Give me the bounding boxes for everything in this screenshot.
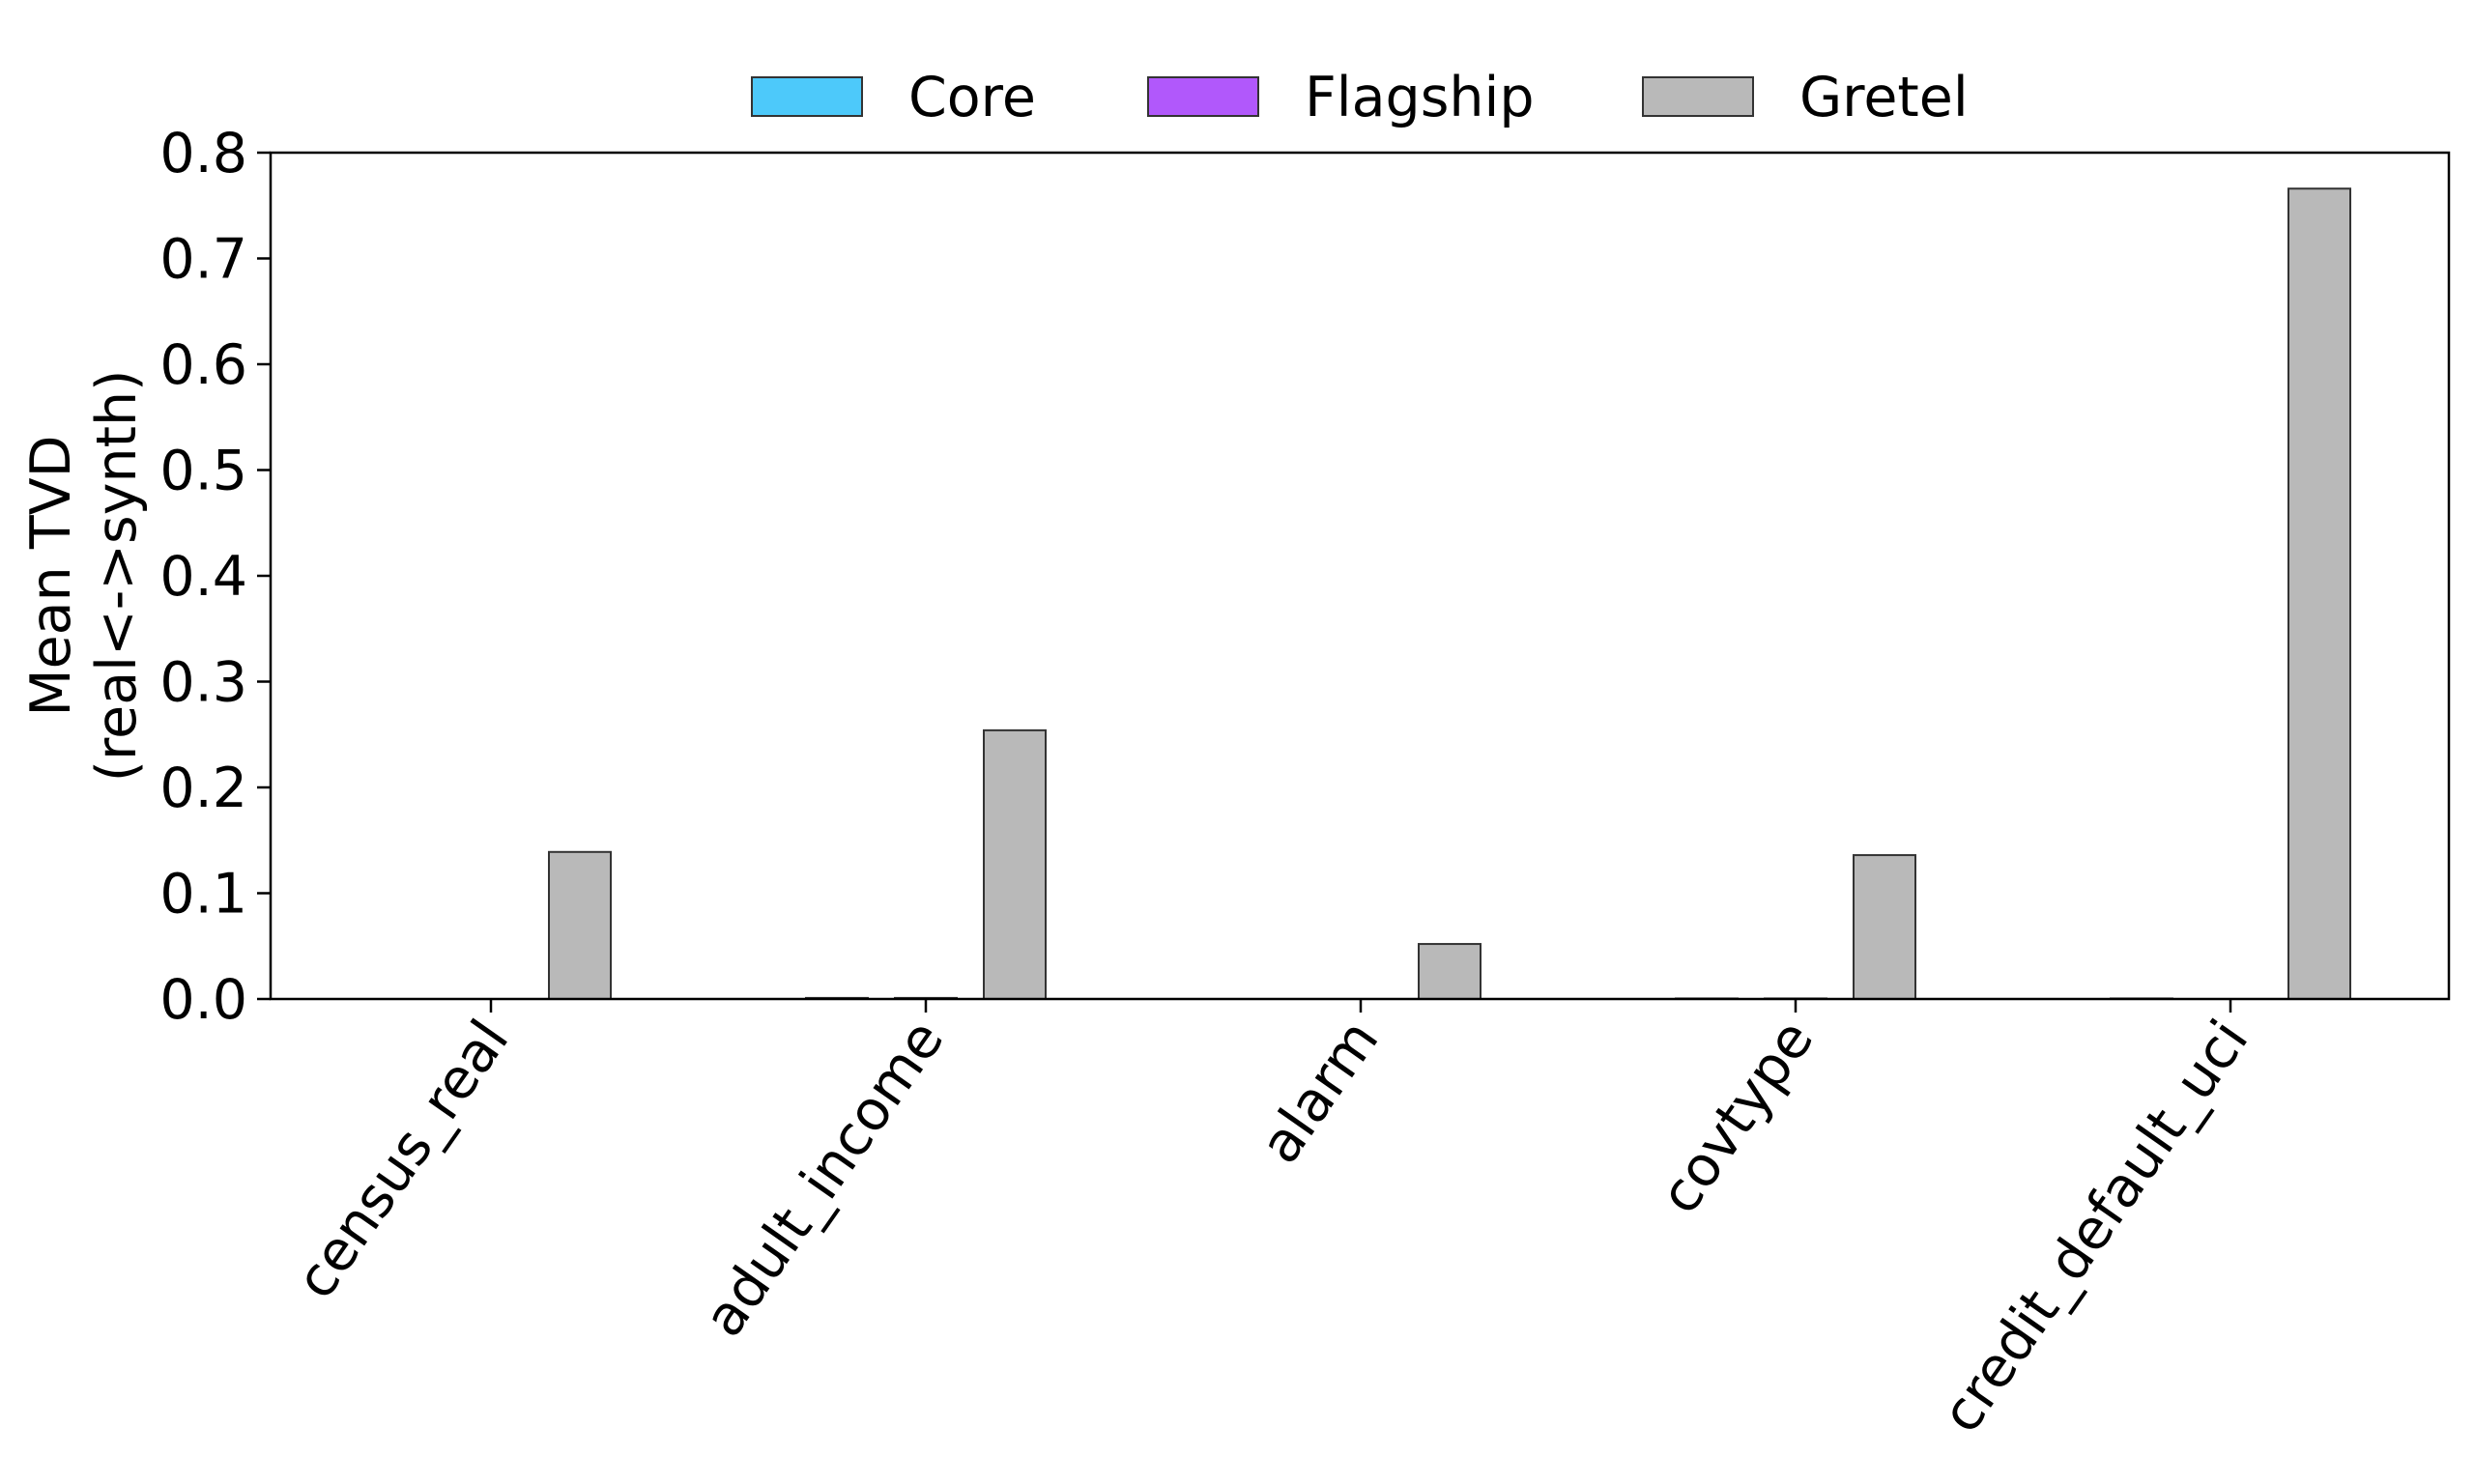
x-tick-label: alarm	[1249, 1009, 1392, 1175]
legend-label-gretel: Gretel	[1799, 66, 1969, 129]
legend-swatch-core	[751, 76, 863, 117]
x-tick-label: covtype	[1648, 1009, 1826, 1225]
x-tick-label: census_real	[283, 1009, 521, 1310]
x-tick-label: adult_income	[692, 1009, 957, 1348]
y-tick-label: 0.3	[159, 651, 247, 715]
y-axis-title-line2: (real<->synth)	[85, 370, 149, 783]
x-tick-label: credit_default_uci	[1929, 1009, 2260, 1444]
y-tick-label: 0.8	[159, 122, 247, 186]
y-tick-label: 0.4	[159, 545, 247, 609]
legend: Core Flagship Gretel	[751, 66, 1969, 129]
bars	[548, 187, 2351, 1001]
y-tick-label: 0.1	[159, 863, 247, 927]
x-axis: census_real adult_income alarm covtype credi…	[283, 999, 2260, 1444]
legend-label-flagship: Flagship	[1305, 66, 1535, 129]
legend-label-core: Core	[908, 66, 1036, 129]
bar-gretel-adult_income	[983, 728, 1047, 1000]
y-tick-label: 0.0	[159, 968, 247, 1032]
legend-swatch-gretel	[1642, 76, 1754, 117]
y-tick-label: 0.7	[159, 228, 247, 292]
bar-gretel-credit_default_uci	[2287, 187, 2351, 1001]
bar-gretel-alarm	[1418, 943, 1482, 1000]
y-axis-title-line1: Mean TVD	[19, 435, 83, 716]
y-tick-label: 0.5	[159, 440, 247, 503]
y-axis: 0.0 0.1 0.2 0.3 0.4 0.5 0.6 0.7 0.8	[159, 122, 271, 1032]
bar-gretel-census_real	[548, 850, 612, 1000]
bar-gretel-covtype	[1853, 854, 1916, 1001]
y-tick-label: 0.2	[159, 756, 247, 820]
y-tick-label: 0.6	[159, 333, 247, 397]
legend-swatch-flagship	[1147, 76, 1259, 117]
